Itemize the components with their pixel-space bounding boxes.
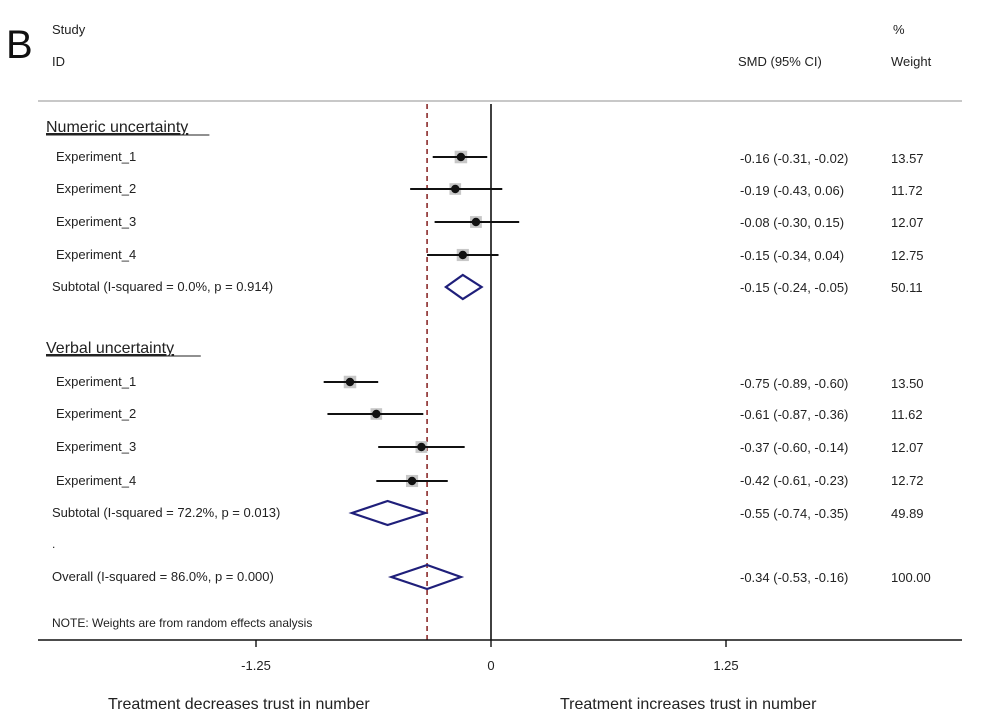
x-label-right: Treatment increases trust in number [560, 696, 817, 713]
separator-mark: . [52, 537, 55, 551]
subtotal-label: Subtotal (I-squared = 0.0%, p = 0.914) [52, 279, 273, 294]
point-estimate [407, 476, 417, 486]
overall-weight-text: 100.00 [891, 570, 931, 585]
study-label: Experiment_3 [56, 214, 136, 229]
header-smd: SMD (95% CI) [738, 54, 822, 69]
study-label: Experiment_1 [56, 149, 136, 164]
panel-label: B [6, 23, 33, 67]
weight-text: 12.07 [891, 440, 924, 455]
header-weight-pct: % [893, 22, 905, 37]
study-label: Experiment_4 [56, 473, 136, 488]
point-estimate [417, 442, 426, 452]
subtotal-diamond [348, 499, 429, 527]
smd-ci-text: -0.08 (-0.30, 0.15) [740, 215, 844, 230]
point-estimate [471, 217, 481, 227]
x-tick-label: 0 [487, 658, 494, 673]
group-title: Verbal uncertainty [46, 340, 174, 357]
smd-ci-text: -0.75 (-0.89, -0.60) [740, 376, 848, 391]
weight-text: 11.62 [891, 407, 923, 422]
overall-diamond [387, 563, 465, 591]
weight-text: 12.72 [891, 473, 924, 488]
group-title: Numeric uncertainty [46, 119, 188, 136]
overall-ci-text: -0.34 (-0.53, -0.16) [740, 570, 848, 585]
subtotal-weight-text: 49.89 [891, 506, 924, 521]
plot-marks: -1.25 0 1.25 Numeric uncertainty Experiment_… [38, 104, 962, 673]
subtotal-diamond [443, 273, 484, 301]
study-label: Experiment_4 [56, 247, 136, 262]
x-label-left: Treatment decreases trust in number [108, 696, 370, 713]
smd-ci-text: -0.16 (-0.31, -0.02) [740, 151, 848, 166]
point-estimate [345, 377, 355, 387]
point-estimate [458, 250, 467, 260]
weight-text: 11.72 [891, 183, 923, 198]
weight-text: 12.75 [891, 248, 924, 263]
study-label: Experiment_2 [56, 406, 136, 421]
study-label: Experiment_1 [56, 374, 136, 389]
x-tick-label: -1.25 [241, 658, 271, 673]
smd-ci-text: -0.42 (-0.61, -0.23) [740, 473, 848, 488]
subtotal-label: Subtotal (I-squared = 72.2%, p = 0.013) [52, 505, 280, 520]
header-weight: Weight [891, 54, 932, 69]
smd-ci-text: -0.15 (-0.34, 0.04) [740, 248, 844, 263]
weight-text: 12.07 [891, 215, 924, 230]
point-estimate [372, 409, 381, 419]
smd-ci-text: -0.61 (-0.87, -0.36) [740, 407, 848, 422]
overall-label: Overall (I-squared = 86.0%, p = 0.000) [52, 569, 274, 584]
subtotal-ci-text: -0.15 (-0.24, -0.05) [740, 280, 848, 295]
footnote: NOTE: Weights are from random effects an… [52, 616, 312, 630]
x-tick-label: 1.25 [713, 658, 738, 673]
subtotal-ci-text: -0.55 (-0.74, -0.35) [740, 506, 848, 521]
header-id: ID [52, 54, 65, 69]
smd-ci-text: -0.37 (-0.60, -0.14) [740, 440, 848, 455]
smd-ci-text: -0.19 (-0.43, 0.06) [740, 183, 844, 198]
subtotal-weight-text: 50.11 [891, 280, 923, 295]
weight-text: 13.57 [891, 151, 924, 166]
point-estimate [456, 152, 466, 162]
header-study: Study [52, 22, 86, 37]
point-estimate [451, 184, 460, 194]
weight-text: 13.50 [891, 376, 924, 391]
study-label: Experiment_3 [56, 439, 136, 454]
study-label: Experiment_2 [56, 181, 136, 196]
